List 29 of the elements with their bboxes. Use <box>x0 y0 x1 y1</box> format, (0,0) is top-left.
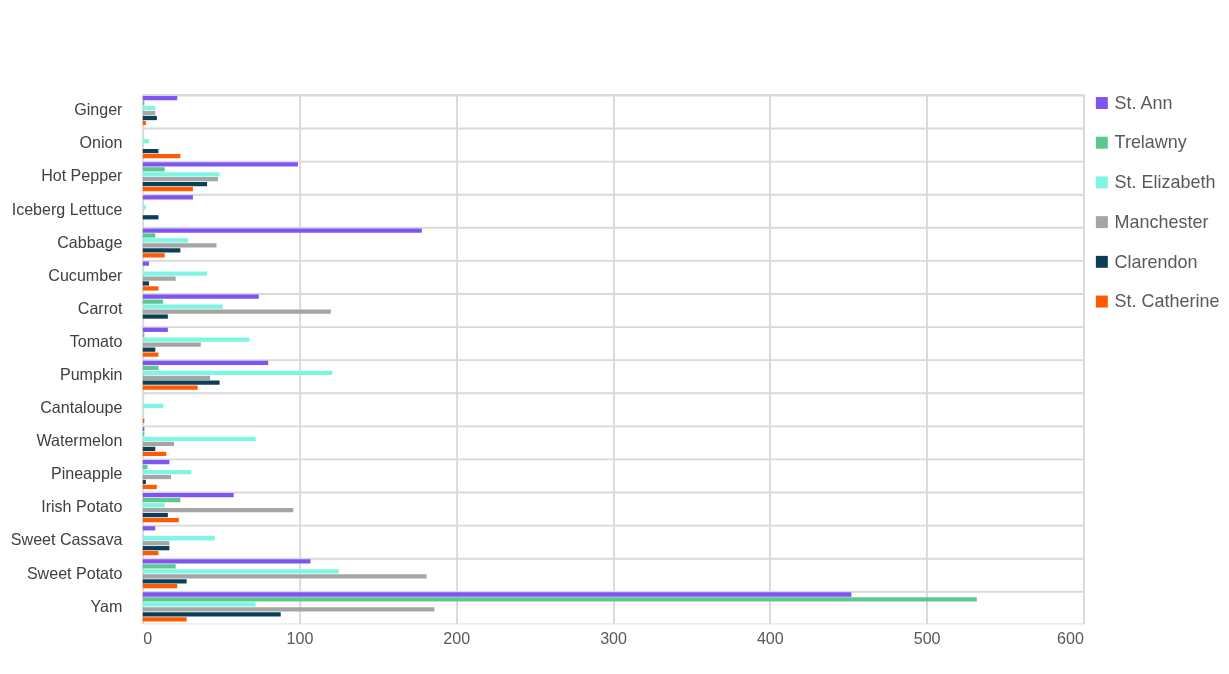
y-tick-label: Sweet Cassava <box>10 530 123 549</box>
y-tick-label: Yam <box>90 596 123 615</box>
y-tick-label: Cantaloupe <box>40 398 123 417</box>
x-tick-label: 200 <box>443 628 471 647</box>
x-tick-label: 100 <box>286 628 314 647</box>
y-tick-label: Iceberg Lettuce <box>11 199 123 218</box>
legend-label: St. Catherine <box>1114 291 1220 312</box>
legend-label: St. Ann <box>1114 92 1173 113</box>
y-tick-label: Sweet Potato <box>26 563 123 582</box>
x-tick-label: 400 <box>756 628 784 647</box>
y-tick-label: Ginger <box>74 100 124 119</box>
y-tick-label: Irish Potato <box>41 497 123 516</box>
y-tick-label: Cucumber <box>48 265 124 284</box>
y-tick-label: Tomato <box>69 331 123 350</box>
x-tick-label: 600 <box>1057 628 1084 647</box>
legend-label: Trelawny <box>1114 132 1187 153</box>
y-tick-label: Hot Pepper <box>41 166 124 185</box>
y-tick-label: Cabbage <box>57 232 123 251</box>
x-tick-label: 0 <box>143 628 153 647</box>
y-tick-label: Watermelon <box>36 431 123 450</box>
legend-label: St. Elizabeth <box>1114 172 1216 193</box>
legend-label: Clarendon <box>1114 251 1198 272</box>
legend-label: Manchester <box>1114 211 1209 232</box>
y-tick-label: Onion <box>79 133 123 152</box>
y-tick-label: Pineapple <box>50 464 123 483</box>
y-tick-label: Pumpkin <box>59 365 123 384</box>
x-tick-label: 500 <box>913 628 941 647</box>
x-tick-label: 300 <box>600 628 628 647</box>
y-tick-label: Carrot <box>77 298 123 317</box>
